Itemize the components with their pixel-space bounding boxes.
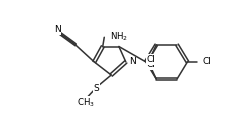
Text: Cl: Cl	[202, 57, 211, 66]
Text: Cl: Cl	[146, 55, 155, 64]
Text: NH$_2$: NH$_2$	[110, 30, 128, 43]
Text: N: N	[128, 57, 135, 66]
Text: N: N	[54, 25, 61, 34]
Text: S: S	[93, 84, 99, 93]
Text: Cl: Cl	[146, 60, 155, 69]
Text: CH$_3$: CH$_3$	[76, 96, 94, 109]
